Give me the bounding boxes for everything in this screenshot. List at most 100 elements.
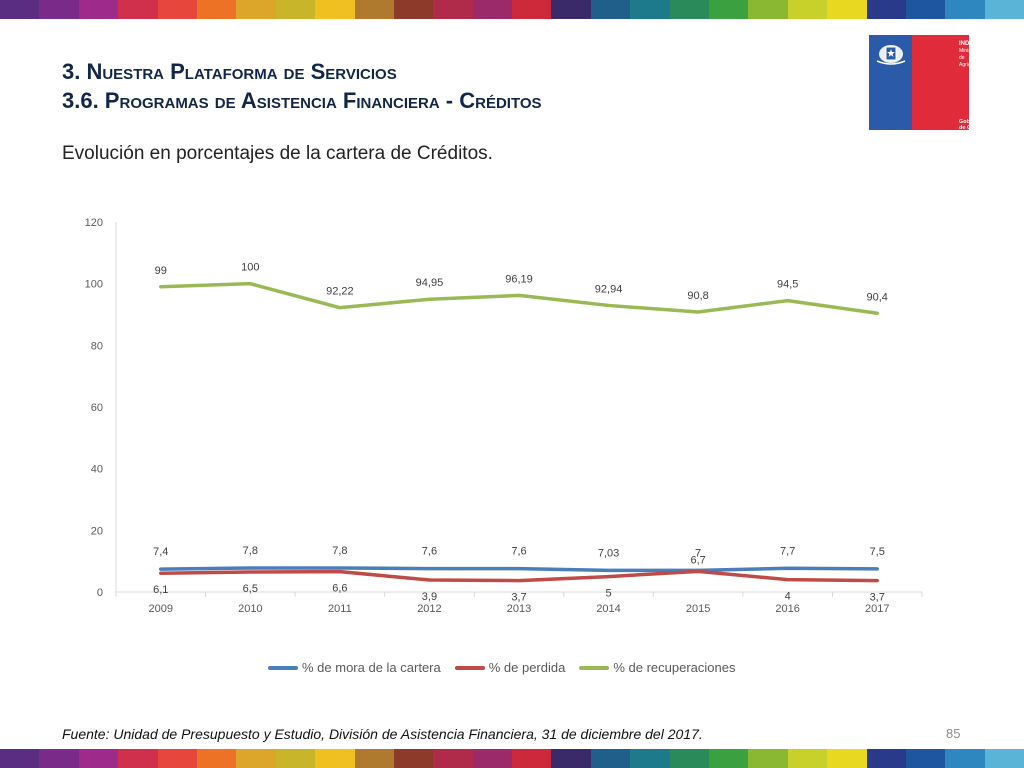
top-bar-segment — [315, 0, 355, 19]
title-line-1: 3. Nuestra Plataforma de Servicios — [62, 59, 397, 84]
x-tick-label: 2014 — [596, 603, 620, 615]
logo-name-line-1: INDAP — [959, 41, 978, 47]
bottom-bar-segment — [472, 749, 513, 768]
source-note: Fuente: Unidad de Presupuesto y Estudio,… — [62, 726, 703, 742]
bottom-bar-segment — [78, 749, 119, 768]
x-tick-label: 2015 — [686, 603, 710, 615]
slide-subtitle: Evolución en porcentajes de la cartera d… — [62, 143, 493, 164]
series-line-3 — [159, 281, 879, 316]
top-bar-segment — [590, 0, 631, 19]
bottom-bar-segment — [157, 749, 197, 768]
data-label: 90,4 — [867, 291, 888, 303]
top-color-bar — [0, 0, 1024, 19]
data-label: 7,6 — [422, 546, 437, 558]
top-bar-segment — [157, 0, 197, 19]
bottom-bar-segment — [827, 749, 867, 768]
y-tick-label: 100 — [85, 279, 103, 291]
top-bar-segment — [945, 0, 985, 19]
bottom-bar-segment — [551, 749, 591, 768]
series-line-1 — [159, 566, 879, 573]
top-bar-segment — [669, 0, 710, 19]
x-tick-label: 2010 — [238, 603, 262, 615]
top-bar-segment — [748, 0, 788, 19]
data-label: 6,5 — [243, 583, 258, 595]
y-tick-label: 80 — [91, 340, 103, 352]
top-bar-segment — [866, 0, 906, 19]
bottom-bar-segment — [196, 749, 237, 768]
legend-item: % de mora de la cartera — [268, 660, 441, 675]
top-bar-segment — [709, 0, 749, 19]
indap-logo: INDAP Ministerio de Agricultura Gobierno… — [869, 35, 983, 131]
y-tick-label: 60 — [91, 402, 103, 414]
bottom-bar-segment — [512, 749, 552, 768]
top-bar-segment — [984, 0, 1024, 19]
data-label: 7,6 — [511, 546, 526, 558]
page-title: 3. Nuestra Plataforma de Servicios 3.6. … — [62, 57, 542, 115]
data-label: 94,95 — [416, 277, 444, 289]
x-tick-label: 2016 — [775, 603, 799, 615]
data-label: 7,8 — [332, 545, 347, 557]
legend-item: % de perdida — [454, 660, 565, 675]
bottom-bar-segment — [354, 749, 394, 768]
data-label: 7,4 — [153, 546, 168, 558]
bottom-bar-segment — [118, 749, 158, 768]
top-bar-segment — [827, 0, 867, 19]
y-tick-label: 40 — [91, 464, 103, 476]
top-bar-segment — [433, 0, 473, 19]
bottom-color-bar — [0, 749, 1024, 768]
title-line-2: 3.6. Programas de Asistencia Financiera … — [62, 88, 542, 113]
x-tick-label: 2013 — [507, 603, 531, 615]
bottom-bar-segment — [748, 749, 788, 768]
bottom-bar-segment — [39, 749, 79, 768]
bottom-bar-segment — [669, 749, 710, 768]
data-label: 3,7 — [870, 592, 885, 604]
top-bar-segment — [275, 0, 316, 19]
bottom-bar-segment — [236, 749, 276, 768]
top-bar-segment — [236, 0, 276, 19]
data-label: 92,94 — [595, 283, 623, 295]
data-label: 3,7 — [511, 592, 526, 604]
logo-blue-panel — [869, 35, 912, 130]
top-bar-segment — [196, 0, 237, 19]
top-bar-segment — [78, 0, 119, 19]
logo-name-line-3: Agricultura — [959, 62, 983, 68]
data-label: 6,7 — [690, 554, 705, 566]
bottom-bar-segment — [433, 749, 473, 768]
data-label: 96,19 — [505, 273, 533, 285]
bottom-bar-segment — [984, 749, 1024, 768]
chart-legend: % de mora de la cartera % de perdida % de … — [268, 660, 736, 675]
data-label: 92,22 — [326, 286, 354, 298]
logo-name: INDAP Ministerio de Agricultura — [959, 41, 983, 69]
data-label: 90,8 — [687, 290, 708, 302]
bottom-bar-segment — [787, 749, 828, 768]
data-label: 7 — [695, 547, 701, 559]
top-bar-segment — [0, 0, 40, 19]
data-label: 5 — [605, 588, 611, 600]
top-bar-segment — [905, 0, 946, 19]
x-tick-label: 2017 — [865, 603, 889, 615]
legend-swatch — [454, 665, 485, 670]
bottom-bar-segment — [945, 749, 985, 768]
data-label: 7,5 — [870, 546, 885, 558]
top-bar-segment — [630, 0, 670, 19]
data-label: 6,6 — [332, 583, 347, 595]
top-bar-segment — [393, 0, 434, 19]
top-bar-segment — [472, 0, 513, 19]
logo-name-line-2: Ministerio de — [959, 48, 981, 61]
page-number: 85 — [946, 726, 961, 741]
legend-swatch — [579, 665, 610, 670]
bottom-bar-segment — [275, 749, 316, 768]
y-tick-label: 120 — [85, 217, 103, 229]
x-tick-label: 2012 — [417, 603, 441, 615]
data-label: 100 — [241, 262, 259, 274]
top-bar-segment — [551, 0, 591, 19]
bottom-bar-segment — [709, 749, 749, 768]
x-tick-label: 2009 — [149, 603, 173, 615]
series-line-2 — [159, 569, 879, 583]
logo-red-panel: INDAP Ministerio de Agricultura Gobierno… — [912, 35, 983, 131]
legend-label: % de mora de la cartera — [302, 660, 441, 675]
coat-of-arms-icon — [876, 45, 906, 65]
x-tick-label: 2011 — [328, 603, 352, 615]
data-label: 3,9 — [422, 591, 437, 603]
legend-item: % de recuperaciones — [579, 660, 736, 675]
